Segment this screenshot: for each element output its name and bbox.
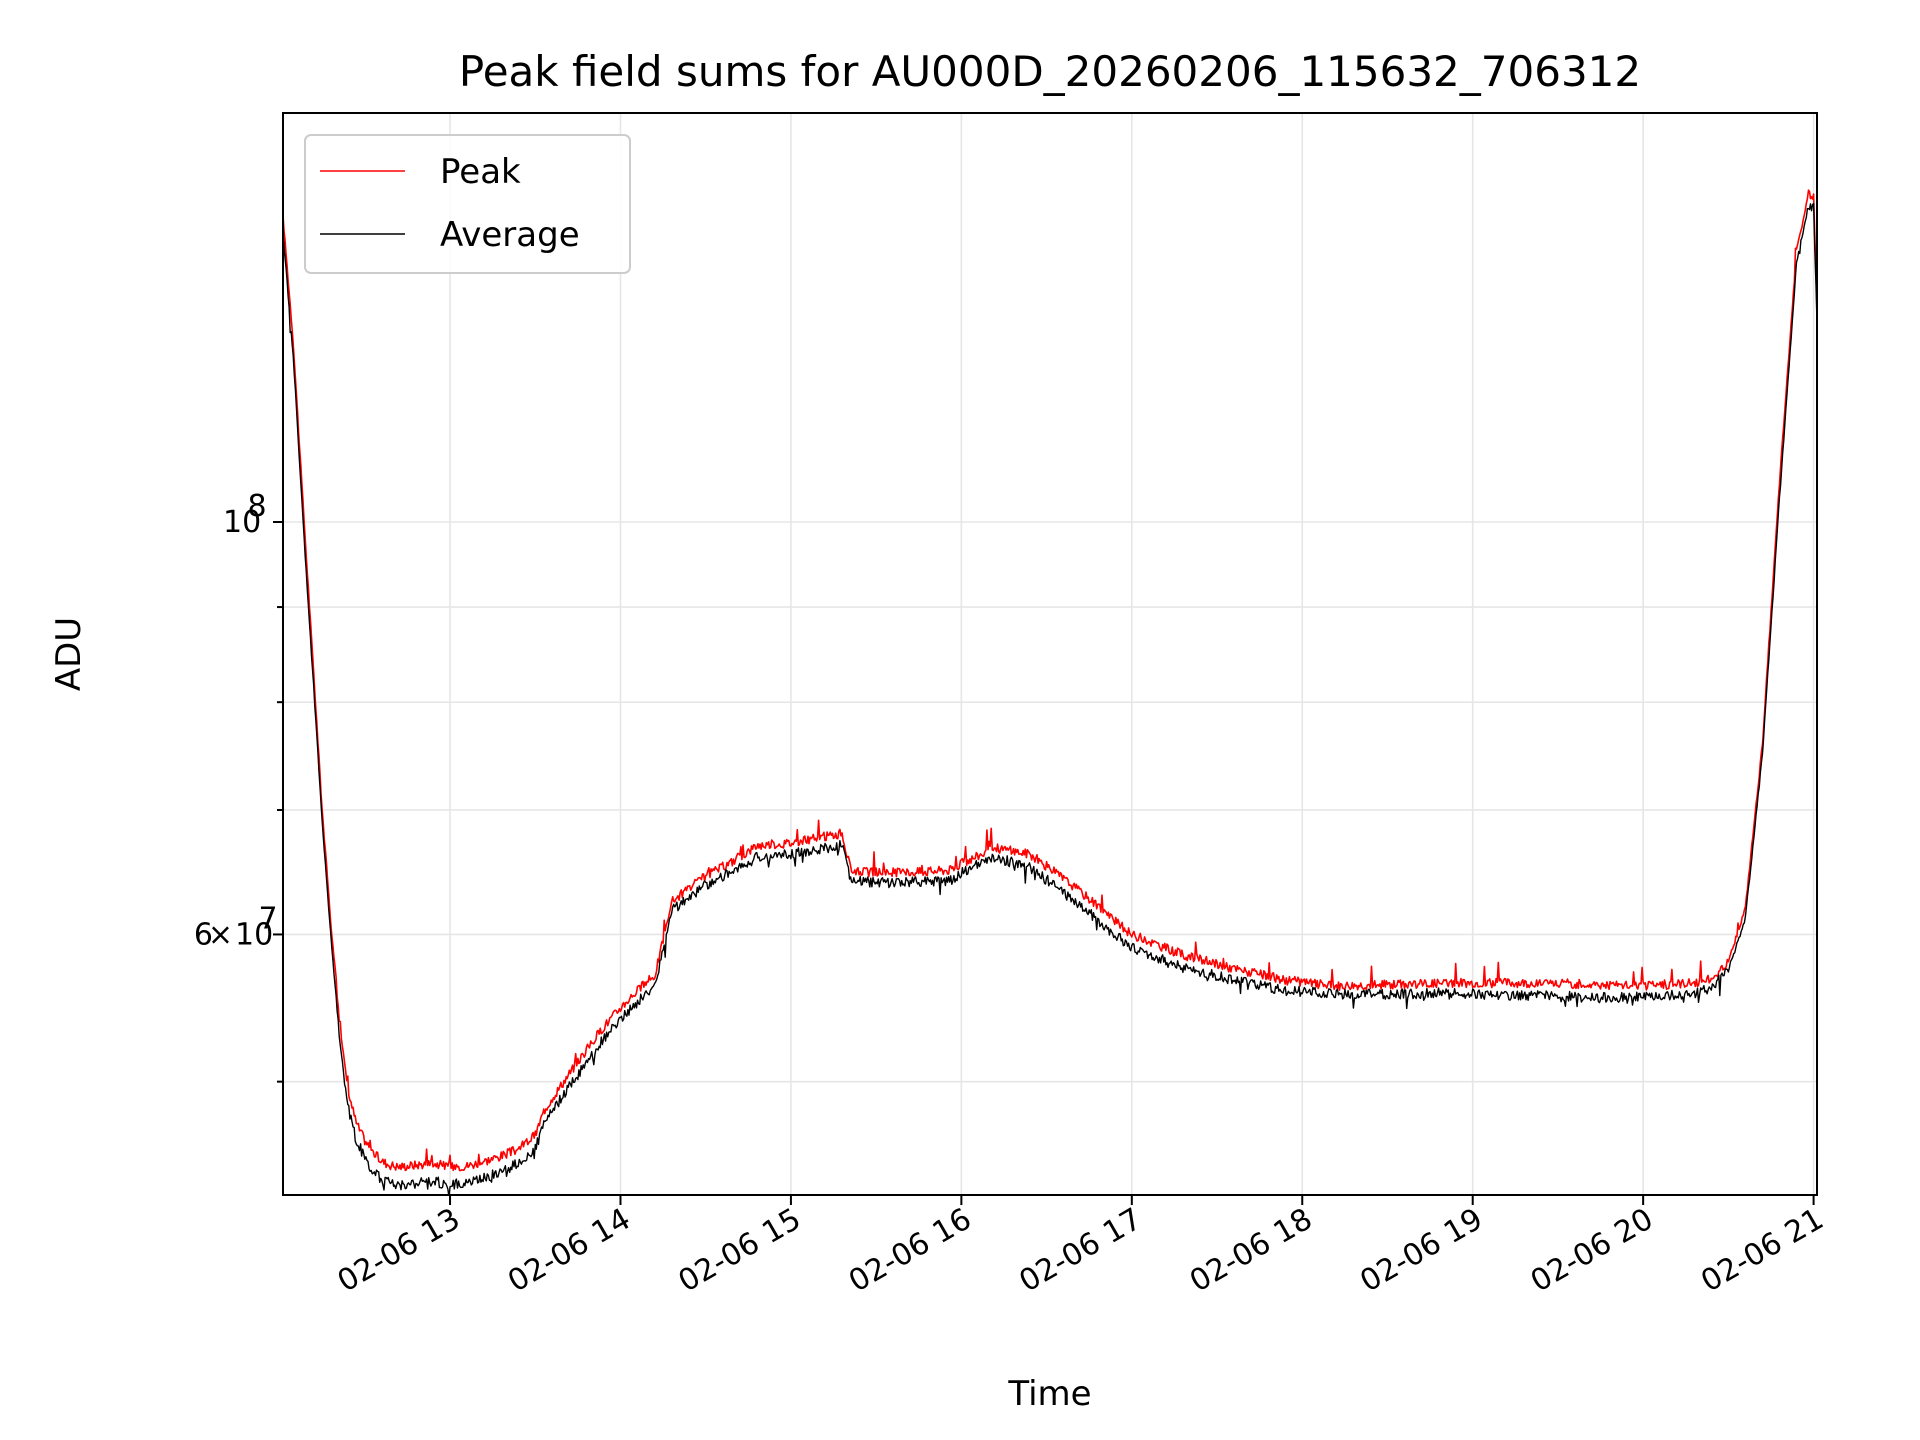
grid: [283, 113, 1817, 1195]
series-layer: [283, 189, 1817, 1195]
y-tick-label-base: 10: [223, 505, 261, 540]
chart-title: Peak field sums for AU000D_20260206_1156…: [459, 47, 1641, 96]
x-tick-label: 02-06 15: [673, 1202, 807, 1300]
x-tick-label: 02-06 20: [1525, 1202, 1659, 1300]
x-tick-label: 02-06 17: [1013, 1202, 1147, 1300]
y-tick-label-base: 10: [235, 917, 273, 952]
legend-average-label: Average: [440, 215, 580, 255]
y-tick-label: 6× 107: [194, 901, 278, 952]
x-tick-label: 02-06 21: [1695, 1202, 1829, 1300]
x-tick-label: 02-06 13: [332, 1202, 466, 1300]
y-tick-label-exponent: 7: [258, 901, 277, 936]
y-tick-label-exponent: 8: [247, 489, 266, 524]
legend: Peak Average: [304, 134, 631, 274]
x-axis-label: Time: [1007, 1374, 1091, 1414]
y-tick-label: 108: [223, 489, 267, 540]
x-tick-label: 02-06 18: [1184, 1202, 1318, 1300]
x-tick-label: 02-06 16: [843, 1202, 977, 1300]
x-tick-label: 02-06 14: [502, 1202, 636, 1300]
y-axis-label: ADU: [49, 617, 89, 691]
y-tick-label-text: 6: [194, 917, 213, 952]
x-axis: 02-06 13 02-06 14 02-06 15 02-06 16 02-06 17…: [332, 1195, 1830, 1299]
legend-peak-label: Peak: [440, 152, 521, 192]
y-tick-label-times: ×: [208, 917, 233, 952]
axes-frame: [282, 112, 1818, 1196]
x-tick-label: 02-06 19: [1354, 1202, 1488, 1300]
legend-box: [304, 134, 631, 274]
peak-series-line: [283, 189, 1817, 1172]
average-series-line: [283, 202, 1817, 1195]
